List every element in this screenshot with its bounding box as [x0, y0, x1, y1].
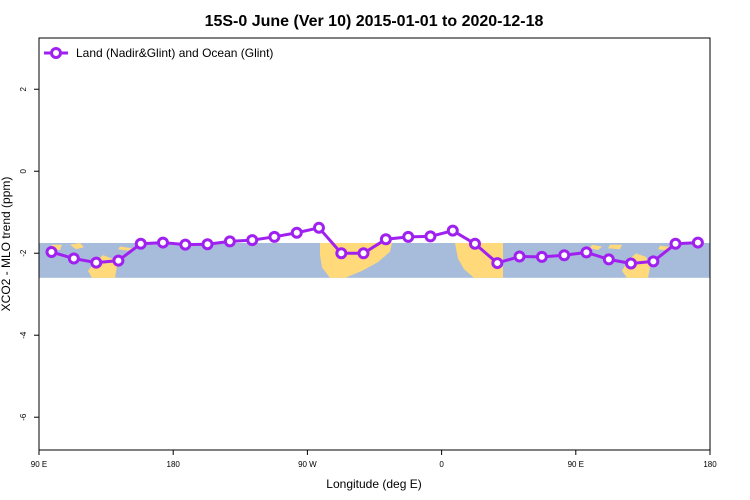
data-point [156, 236, 169, 249]
data-point [201, 238, 214, 251]
x-tick-label: 90 W [298, 460, 317, 469]
data-point [669, 237, 682, 250]
y-tick-label: -6 [19, 413, 28, 421]
y-tick-label: -4 [19, 331, 28, 339]
land-mass [118, 246, 132, 251]
data-point [90, 256, 103, 269]
x-tick-label: 180 [167, 460, 181, 469]
data-point [580, 246, 593, 259]
data-point [134, 237, 147, 250]
data-point [446, 224, 459, 237]
land-mass [608, 244, 622, 250]
data-point [647, 255, 660, 268]
y-tick-label: 2 [19, 86, 28, 91]
data-point [624, 257, 637, 270]
legend-label: Land (Nadir&Glint) and Ocean (Glint) [76, 46, 273, 60]
data-point [691, 236, 704, 249]
data-point [379, 233, 392, 246]
data-point [357, 247, 370, 260]
data-point [179, 238, 192, 251]
data-point [290, 226, 303, 239]
data-point [468, 237, 481, 250]
data-point [535, 250, 548, 263]
data-point [491, 257, 504, 270]
data-point [513, 250, 526, 263]
x-tick-label: 180 [703, 460, 717, 469]
data-point [402, 230, 415, 243]
data-point [45, 245, 58, 258]
data-point [558, 249, 571, 262]
x-tick-label: 90 E [31, 460, 47, 469]
x-tick-label: 0 [439, 460, 444, 469]
data-point [112, 254, 125, 267]
x-axis: 90 E 180 90 W 0 90 E 180 [31, 450, 717, 469]
x-tick-label: 90 E [568, 460, 584, 469]
series-layer [45, 221, 704, 270]
data-point [223, 235, 236, 248]
y-axis: 2 0 -2 -4 -6 [19, 86, 39, 421]
y-tick-label: -2 [19, 249, 28, 257]
data-point [424, 230, 437, 243]
plot-frame [38, 37, 711, 451]
data-point [246, 234, 259, 247]
data-point [602, 253, 615, 266]
land-mass [590, 244, 602, 250]
data-point [268, 230, 281, 243]
y-axis-label: XCO2 - MLO trend (ppm) [0, 177, 13, 312]
legend-marker [50, 47, 62, 59]
y-tick-label: 0 [19, 168, 28, 173]
legend: Land (Nadir&Glint) and Ocean (Glint) [44, 46, 273, 60]
land-masses [50, 242, 672, 278]
world-map-band [39, 242, 710, 278]
data-point [335, 247, 348, 260]
land-mass [70, 242, 84, 250]
data-point [312, 221, 325, 234]
x-axis-label: Longitude (deg E) [326, 477, 421, 491]
data-point [67, 252, 80, 265]
land-mass [455, 242, 503, 278]
chart-title: 15S-0 June (Ver 10) 2015-01-01 to 2020-1… [205, 13, 544, 30]
